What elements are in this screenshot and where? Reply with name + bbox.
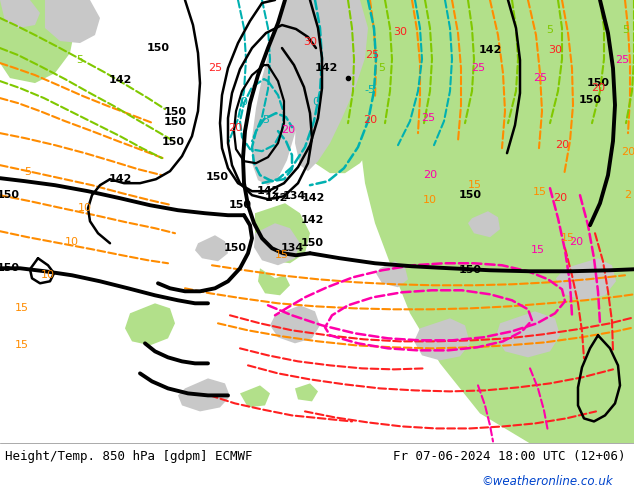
Text: 30: 30 — [303, 37, 317, 47]
Text: 25: 25 — [365, 50, 379, 60]
Text: 10: 10 — [41, 270, 55, 280]
Text: 20: 20 — [621, 147, 634, 157]
Text: 150: 150 — [458, 265, 481, 275]
Polygon shape — [496, 0, 615, 311]
Text: 142: 142 — [314, 63, 338, 73]
Text: Fr 07-06-2024 18:00 UTC (12+06): Fr 07-06-2024 18:00 UTC (12+06) — [393, 450, 626, 463]
Text: 10: 10 — [65, 237, 79, 247]
Polygon shape — [310, 0, 634, 443]
Text: 150: 150 — [578, 95, 602, 105]
Text: 150: 150 — [458, 190, 481, 200]
Polygon shape — [195, 235, 228, 261]
Text: 150: 150 — [0, 190, 20, 200]
Polygon shape — [414, 318, 470, 360]
Polygon shape — [0, 0, 75, 83]
Text: 150: 150 — [146, 43, 169, 53]
Text: 142: 142 — [256, 186, 280, 196]
Text: 5: 5 — [77, 55, 84, 65]
Polygon shape — [240, 386, 270, 407]
Text: 25: 25 — [615, 55, 629, 65]
Polygon shape — [255, 203, 310, 263]
Text: 20: 20 — [423, 170, 437, 180]
Text: 20: 20 — [591, 83, 605, 93]
Polygon shape — [258, 268, 290, 295]
Polygon shape — [270, 305, 320, 343]
Polygon shape — [376, 261, 408, 287]
Text: 2: 2 — [624, 190, 631, 200]
Text: 20: 20 — [569, 237, 583, 247]
Text: 150: 150 — [301, 238, 323, 248]
Text: 20: 20 — [281, 125, 295, 135]
Text: 142: 142 — [108, 75, 132, 85]
Text: 30: 30 — [548, 45, 562, 55]
Polygon shape — [496, 311, 560, 357]
Text: 15: 15 — [531, 245, 545, 255]
Text: 0: 0 — [240, 97, 247, 107]
Text: 150: 150 — [224, 243, 247, 253]
Polygon shape — [468, 211, 500, 237]
Text: 20: 20 — [553, 193, 567, 203]
Text: 15: 15 — [15, 303, 29, 313]
Text: 0: 0 — [313, 97, 320, 107]
Text: 25: 25 — [533, 73, 547, 83]
Text: 15: 15 — [533, 187, 547, 197]
Text: 20: 20 — [363, 115, 377, 125]
Text: 20: 20 — [228, 123, 242, 133]
Text: 15: 15 — [561, 233, 575, 243]
Text: 150: 150 — [164, 107, 186, 117]
Text: 25: 25 — [208, 63, 222, 73]
Text: 25: 25 — [471, 63, 485, 73]
Polygon shape — [300, 0, 400, 173]
Polygon shape — [610, 0, 634, 93]
Text: 150: 150 — [586, 78, 609, 88]
Text: 150: 150 — [228, 200, 252, 210]
Text: 134: 134 — [282, 191, 306, 201]
Text: 150: 150 — [164, 117, 186, 127]
Text: 150: 150 — [0, 263, 20, 273]
Polygon shape — [178, 378, 230, 412]
Text: 10: 10 — [423, 195, 437, 205]
Text: 134: 134 — [280, 243, 304, 253]
Polygon shape — [556, 258, 616, 300]
Text: 142: 142 — [301, 193, 325, 203]
Text: 5: 5 — [25, 167, 32, 177]
Text: -5: -5 — [259, 115, 271, 125]
Text: 150: 150 — [162, 137, 184, 147]
Polygon shape — [0, 0, 40, 28]
Polygon shape — [45, 0, 100, 43]
Text: 15: 15 — [275, 250, 289, 260]
Text: ©weatheronline.co.uk: ©weatheronline.co.uk — [482, 475, 614, 488]
Text: 150: 150 — [205, 172, 228, 182]
Polygon shape — [0, 0, 55, 33]
Text: 5: 5 — [547, 25, 553, 35]
Text: Height/Temp. 850 hPa [gdpm] ECMWF: Height/Temp. 850 hPa [gdpm] ECMWF — [5, 450, 252, 463]
Text: 15: 15 — [15, 341, 29, 350]
Text: -5: -5 — [365, 85, 375, 95]
Polygon shape — [125, 303, 175, 345]
Text: 5: 5 — [623, 25, 630, 35]
Text: 142: 142 — [478, 45, 501, 55]
Polygon shape — [295, 383, 318, 401]
Polygon shape — [448, 0, 525, 198]
Text: 20: 20 — [555, 140, 569, 150]
Polygon shape — [368, 0, 455, 183]
Polygon shape — [252, 0, 330, 185]
Polygon shape — [254, 223, 300, 265]
Text: 10: 10 — [78, 203, 92, 213]
Text: 15: 15 — [468, 180, 482, 190]
Text: 142: 142 — [301, 215, 324, 225]
Text: 142: 142 — [108, 174, 132, 184]
Text: 30: 30 — [393, 27, 407, 37]
Text: 25: 25 — [421, 113, 435, 123]
Text: 5: 5 — [378, 63, 385, 73]
Polygon shape — [295, 0, 368, 171]
Text: 142: 142 — [264, 193, 288, 203]
